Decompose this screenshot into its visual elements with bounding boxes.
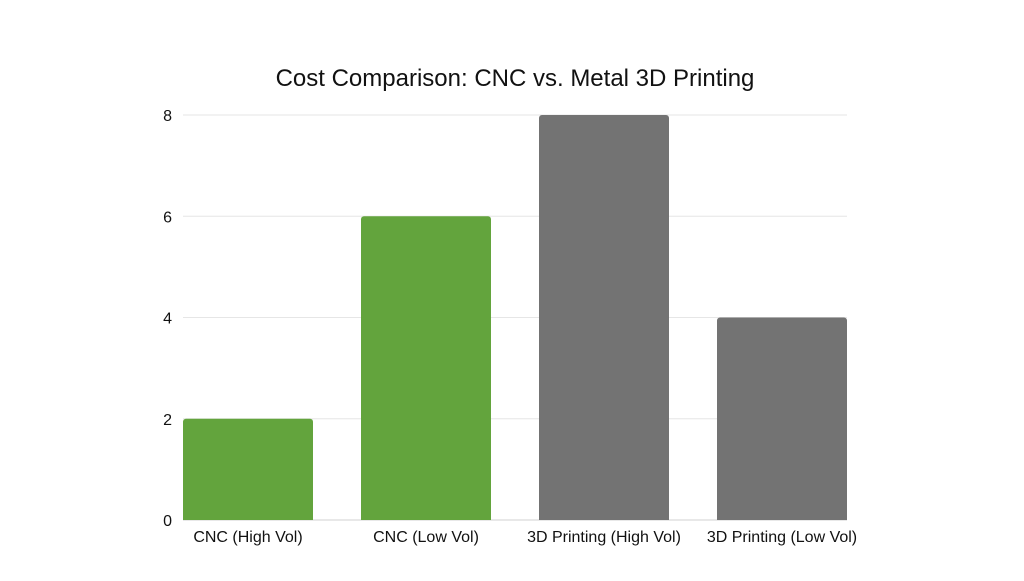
x-category-label: 3D Printing (High Vol) [527, 529, 681, 546]
bar-4-base [717, 516, 847, 520]
bar-1-base [183, 516, 313, 520]
y-tick-label: 2 [163, 412, 172, 429]
bar-3 [539, 115, 669, 520]
x-category-label: CNC (Low Vol) [373, 529, 479, 546]
y-tick-label: 6 [163, 209, 172, 226]
bar-4 [717, 317, 847, 520]
y-axis-ticks: 0 2 4 6 8 [163, 108, 172, 530]
bar-2 [361, 216, 491, 520]
bar-layer [183, 115, 847, 520]
x-category-label: 3D Printing (Low Vol) [707, 529, 857, 546]
y-tick-label: 4 [163, 311, 172, 328]
bar-2-base [361, 516, 491, 520]
y-tick-label: 0 [163, 513, 172, 530]
bar-3-base [539, 516, 669, 520]
x-axis-categories: CNC (High Vol) CNC (Low Vol) 3D Printing (… [193, 529, 857, 546]
bar-1 [183, 418, 313, 520]
x-category-label: CNC (High Vol) [193, 529, 302, 546]
chart-title: Cost Comparison: CNC vs. Metal 3D Printi… [276, 65, 755, 92]
y-tick-label: 8 [163, 108, 172, 125]
